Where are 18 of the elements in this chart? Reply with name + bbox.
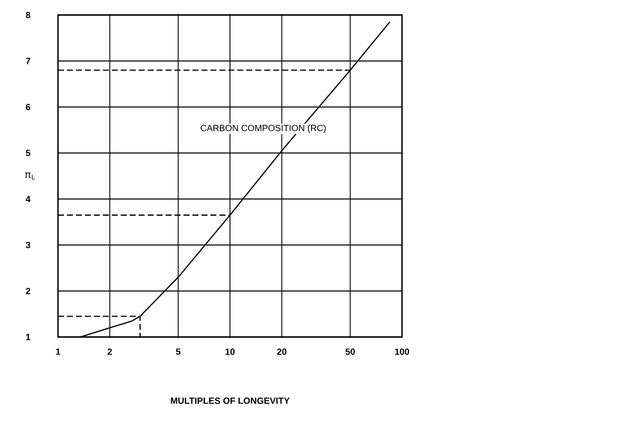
x-tick-label: 1 (56, 348, 60, 355)
series-label: CARBON COMPOSITION (RC) (200, 124, 326, 133)
x-tick-label: 10 (226, 348, 235, 355)
x-tick-label: 20 (277, 348, 286, 355)
x-tick-label: 2 (108, 348, 112, 355)
y-tick-label: 6 (26, 104, 30, 110)
y-tick-label: 8 (26, 12, 30, 18)
x-axis-title: MULTIPLES OF LONGEVITY (170, 398, 290, 404)
y-tick-label: 5 (26, 150, 30, 156)
x-tick-label: 5 (176, 348, 180, 355)
x-tick-label: 100 (395, 348, 410, 355)
y-tick-label: 4 (26, 196, 31, 202)
y-tick-label: 1 (26, 334, 30, 340)
y-tick-label: 3 (26, 242, 30, 248)
x-tick-label: 50 (346, 348, 355, 355)
y-axis-title: π$_{L}$ (24, 172, 35, 180)
y-tick-label: 7 (26, 58, 30, 64)
y-tick-label: 2 (26, 288, 30, 294)
